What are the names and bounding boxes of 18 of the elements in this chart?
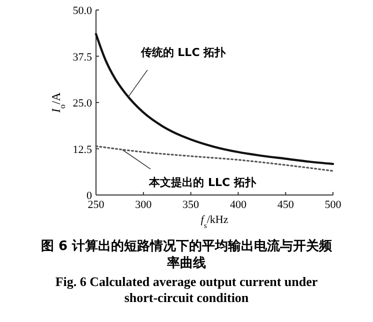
x-tick-label: 350 [182,199,200,211]
annotation: 本文提出的 LLC 拓扑 [148,176,257,189]
x-tick-label: 300 [135,199,152,211]
y-tick-label: 50.0 [72,5,92,17]
y-tick-label: 37.5 [72,51,92,64]
y-tick-label: 0 [86,190,92,202]
x-tick-label: 450 [277,199,294,211]
line-series [95,145,334,172]
text: Fig. 6 Calculated average output current under short-circuit condition [55,274,318,305]
x-tick-label: 250 [88,199,105,211]
x-axis-title: f$_{s}$/kHz [200,214,228,230]
x-tick-label: 400 [230,199,247,211]
x-tick-label: 500 [324,199,342,211]
line-series [94,32,334,166]
annotation: 传统的 LLC 拓扑 [140,46,227,59]
text: 图 6 计算出的短路情况下的平均输出电流与开关频率曲线 [40,238,334,271]
y-tick-label: 12.5 [72,144,92,156]
y-tick-label: 25.0 [72,98,92,110]
